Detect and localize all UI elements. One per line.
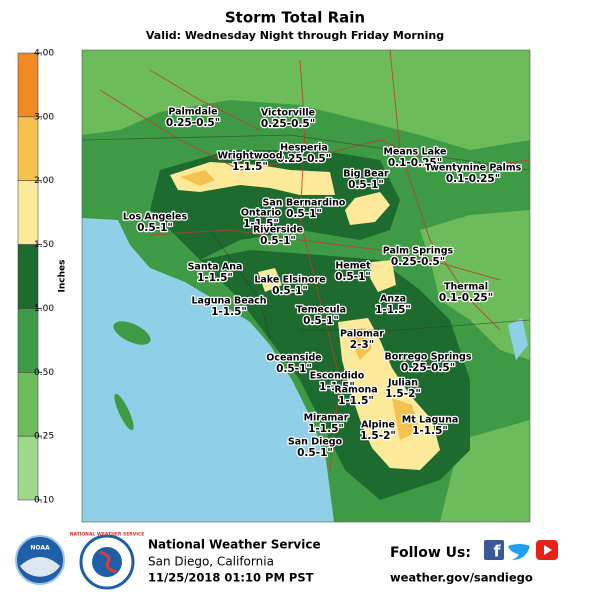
rain-amount: 1-1.5" (375, 304, 411, 316)
legend-swatch (17, 180, 39, 245)
rain-amount: 0.25-0.5" (261, 118, 315, 130)
place-name: Ramona (334, 385, 377, 396)
office: San Diego, California (148, 555, 274, 569)
noaa-text: NOAA (30, 545, 50, 552)
place-name: Means Lake (383, 147, 446, 158)
legend-title: Inches (58, 260, 68, 293)
legend-tick-label: 0.10 (34, 496, 54, 506)
rain-amount: 0.5-1" (348, 179, 384, 191)
place-name: Palmdale (168, 107, 217, 118)
timestamp: 11/25/2018 01:10 PM PST (148, 571, 314, 585)
legend-tick-label: 3.00 (34, 112, 54, 122)
rain-amount: 0.5-1" (260, 235, 296, 247)
rain-amount: 1-1.5" (338, 395, 374, 407)
place-name: Anza (380, 294, 406, 305)
legend-swatch (17, 372, 39, 437)
legend-swatch (17, 52, 39, 118)
legend-tick-label: 4.00 (34, 49, 54, 59)
legend-tick-label: 1.00 (34, 304, 54, 314)
place-name: Wrightwood (218, 151, 283, 162)
place-name: Ontario (241, 208, 282, 219)
rain-amount: 1-1.5" (197, 272, 233, 284)
rain-amount: 0.1-0.25" (439, 292, 493, 304)
rain-amount: 0.5-1" (335, 271, 371, 283)
legend-tick-label: 0.25 (34, 432, 54, 442)
legend-swatch (17, 244, 39, 309)
facebook-icon[interactable] (484, 540, 504, 560)
svg-text:f: f (494, 542, 502, 561)
rain-amount: 1-1.5" (308, 423, 344, 435)
rain-amount: 0.1-0.25" (446, 173, 500, 185)
place-name: Escondido (310, 371, 365, 382)
rain-amount: 1-1.5" (243, 218, 279, 230)
legend-tick-label: 2.00 (34, 176, 54, 186)
rain-amount: 0.25-0.5" (401, 362, 455, 374)
rain-amount: 1-1.5" (412, 425, 448, 437)
map (81, 49, 531, 523)
title: Storm Total Rain (225, 9, 365, 27)
legend-tick-label: 0.50 (34, 368, 54, 378)
rain-amount: 0.5-1" (297, 447, 333, 459)
footer: NOAA NATIONAL WEATHER SERVICE National W… (15, 532, 558, 590)
rain-amount: 0.25-0.5" (277, 153, 331, 165)
place-name: Riverside (253, 225, 303, 236)
legend-tick-label: 1.50 (34, 240, 54, 250)
rain-amount: 0.25-0.5" (391, 256, 445, 268)
place-name: Victorville (261, 108, 315, 119)
rain-amount: 0.5-1" (272, 285, 308, 297)
place-name: Julian (387, 378, 418, 389)
rain-amount: 0.5-1" (276, 363, 312, 375)
legend-swatch (17, 116, 39, 181)
twitter-icon[interactable] (508, 544, 530, 560)
place-name: Alpine (361, 420, 395, 431)
rain-amount: 2-3" (350, 339, 374, 351)
place-name: Laguna Beach (192, 296, 267, 307)
place-name: Los Angeles (123, 212, 188, 223)
place-name: Palm Springs (383, 246, 454, 257)
place-name: Hemet (335, 261, 371, 272)
place-name: Oceanside (266, 353, 321, 364)
nws-text: NATIONAL WEATHER SERVICE (70, 532, 145, 538)
place-name: San Diego (288, 437, 343, 448)
place-name: San Bernardino (263, 198, 346, 209)
rain-amount: 0.5-1" (286, 208, 322, 220)
subtitle: Valid: Wednesday Night through Friday Mo… (146, 29, 444, 42)
legend-swatch (17, 308, 39, 373)
place-name: Twentynine Palms (425, 163, 522, 174)
place-name: Temecula (296, 305, 346, 316)
place-name: Palomar (340, 329, 384, 340)
place-name: Hesperia (280, 143, 328, 154)
place-name: Lake Elsinore (254, 275, 325, 286)
follow: Follow Us: (390, 545, 471, 561)
rain-amount: 1.5-2" (360, 430, 396, 442)
rain-amount: 1-1.5" (319, 381, 355, 393)
agency: National Weather Service (148, 538, 321, 552)
rain-amount: 1-1.5" (211, 306, 247, 318)
rain-amount: 0.1-0.25" (388, 157, 442, 169)
place-name: Thermal (444, 282, 488, 293)
place-name: Big Bear (343, 169, 389, 180)
place-name: Mt Laguna (402, 415, 459, 426)
rain-amount: 0.5-1" (303, 315, 339, 327)
rain-amount: 0.25-0.5" (166, 117, 220, 129)
rain-amount: 1-1.5" (232, 161, 268, 173)
rain-amount: 0.5-1" (137, 222, 173, 234)
legend-swatch (17, 435, 39, 501)
place-name: Santa Ana (188, 262, 243, 273)
rain-amount: 1.5-2" (385, 388, 421, 400)
place-name: Borrego Springs (384, 352, 471, 363)
url[interactable]: weather.gov/sandiego (390, 571, 533, 585)
place-name: Miramar (304, 413, 349, 424)
